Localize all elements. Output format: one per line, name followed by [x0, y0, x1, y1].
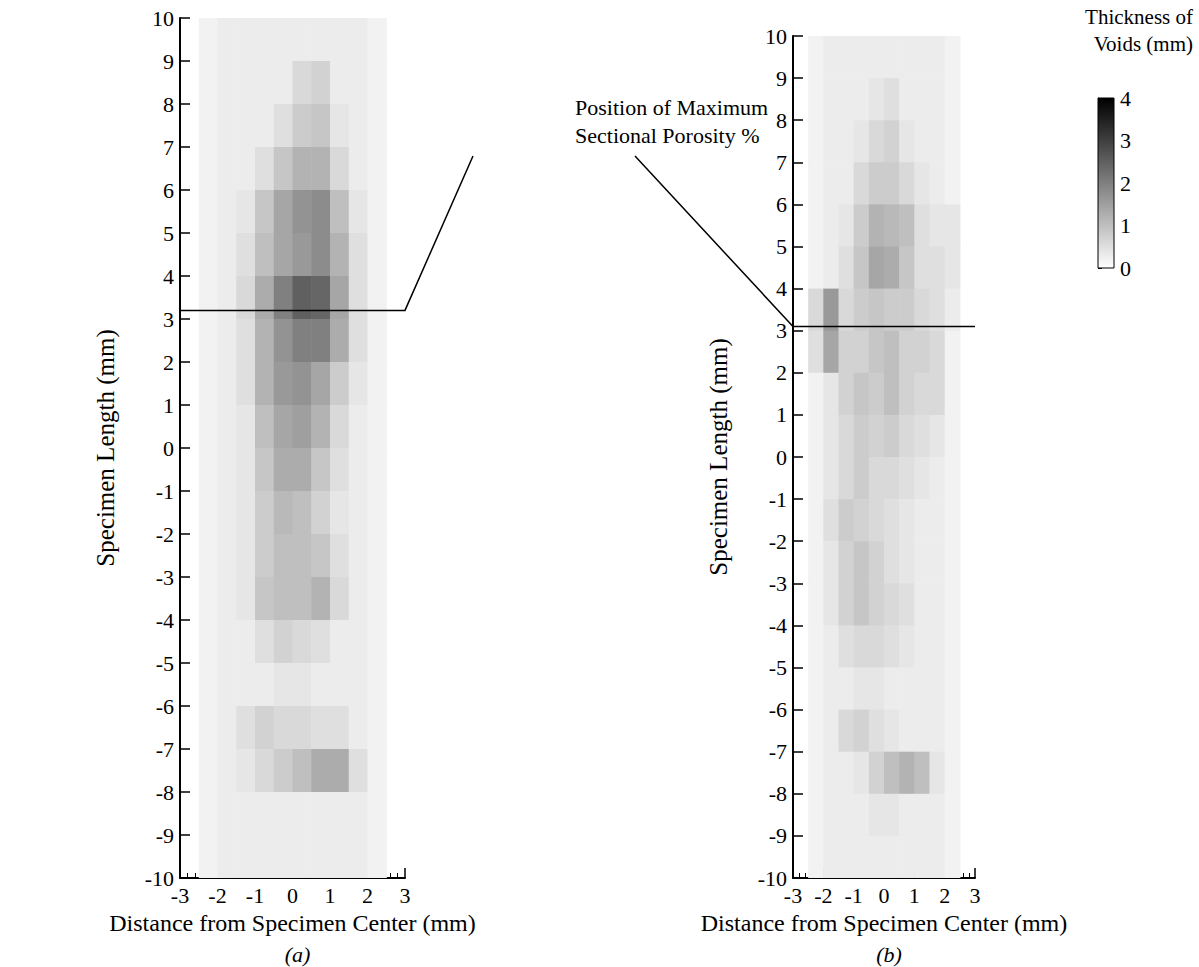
svg-text:Voids (mm): Voids (mm)	[1094, 32, 1193, 56]
svg-text:-5: -5	[769, 655, 787, 680]
svg-text:-8: -8	[769, 781, 787, 806]
svg-text:-3: -3	[784, 883, 802, 908]
svg-text:2: 2	[939, 883, 950, 908]
svg-text:-6: -6	[769, 697, 787, 722]
svg-text:1: 1	[163, 393, 174, 418]
svg-text:-1: -1	[156, 479, 174, 504]
svg-text:Specimen Length (mm): Specimen Length (mm)	[705, 338, 733, 575]
svg-text:10: 10	[765, 24, 787, 49]
svg-text:-3: -3	[769, 571, 787, 596]
svg-text:-6: -6	[156, 694, 174, 719]
svg-text:0: 0	[1120, 256, 1131, 281]
svg-text:-4: -4	[156, 608, 174, 633]
svg-text:7: 7	[776, 150, 787, 175]
svg-text:1: 1	[776, 402, 787, 427]
svg-text:-10: -10	[758, 866, 787, 891]
svg-text:10: 10	[152, 6, 174, 31]
svg-text:3: 3	[970, 883, 981, 908]
svg-text:-2: -2	[156, 522, 174, 547]
svg-text:2: 2	[362, 883, 373, 908]
svg-text:9: 9	[776, 66, 787, 91]
svg-text:5: 5	[163, 221, 174, 246]
svg-text:6: 6	[776, 192, 787, 217]
svg-text:3: 3	[776, 318, 787, 343]
svg-text:4: 4	[776, 276, 787, 301]
svg-text:-5: -5	[156, 651, 174, 676]
svg-text:-9: -9	[769, 823, 787, 848]
svg-text:8: 8	[776, 108, 787, 133]
svg-text:(a): (a)	[285, 942, 311, 967]
svg-text:-2: -2	[769, 529, 787, 554]
svg-text:-7: -7	[769, 739, 787, 764]
svg-text:5: 5	[776, 234, 787, 259]
svg-text:2: 2	[776, 360, 787, 385]
svg-text:8: 8	[163, 92, 174, 117]
svg-text:2: 2	[163, 350, 174, 375]
svg-text:-3: -3	[171, 883, 189, 908]
svg-text:Position of Maximum: Position of Maximum	[575, 95, 768, 120]
svg-text:Thickness of: Thickness of	[1085, 5, 1193, 29]
svg-text:0: 0	[287, 883, 298, 908]
svg-text:0: 0	[879, 883, 890, 908]
svg-text:0: 0	[163, 436, 174, 461]
svg-text:9: 9	[163, 49, 174, 74]
svg-text:3: 3	[1120, 128, 1131, 153]
svg-text:1: 1	[325, 883, 336, 908]
svg-text:-8: -8	[156, 780, 174, 805]
svg-text:4: 4	[163, 264, 174, 289]
svg-text:Distance from Specimen Center: Distance from Specimen Center (mm)	[701, 910, 1068, 936]
svg-text:-9: -9	[156, 823, 174, 848]
svg-text:0: 0	[776, 445, 787, 470]
svg-text:4: 4	[1120, 86, 1131, 111]
svg-text:-1: -1	[769, 487, 787, 512]
svg-text:-4: -4	[769, 613, 787, 638]
svg-text:(b): (b)	[876, 942, 902, 967]
svg-text:Sectional Porosity %: Sectional Porosity %	[575, 123, 760, 148]
svg-text:7: 7	[163, 135, 174, 160]
svg-text:3: 3	[163, 307, 174, 332]
svg-text:Specimen Length (mm): Specimen Length (mm)	[92, 329, 120, 566]
svg-text:Distance from Specimen Center: Distance from Specimen Center (mm)	[109, 910, 476, 936]
svg-text:1: 1	[1120, 213, 1131, 238]
svg-text:2: 2	[1120, 171, 1131, 196]
svg-text:-1: -1	[246, 883, 264, 908]
svg-text:-2: -2	[814, 883, 832, 908]
svg-text:-10: -10	[145, 866, 174, 891]
svg-text:1: 1	[909, 883, 920, 908]
svg-text:3: 3	[400, 883, 411, 908]
svg-text:-1: -1	[845, 883, 863, 908]
svg-text:-7: -7	[156, 737, 174, 762]
svg-text:-2: -2	[208, 883, 226, 908]
svg-text:-3: -3	[156, 565, 174, 590]
svg-text:6: 6	[163, 178, 174, 203]
